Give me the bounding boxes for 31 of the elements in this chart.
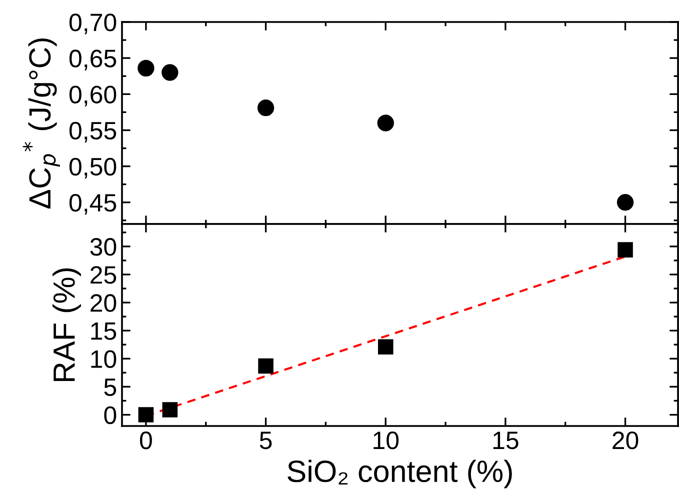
point — [138, 407, 154, 422]
y-tick-label: 5 — [104, 378, 116, 396]
x-tick-label: 20 — [612, 432, 638, 450]
x-tick-label: 15 — [493, 432, 518, 450]
y-tick-label: 0,50 — [69, 158, 116, 179]
y-tick-label: 15 — [91, 322, 116, 340]
y-axis-title: ΔC$_{p}$$^{*}$ (J/g°C) — [22, 38, 60, 209]
x-tick-label: 5 — [260, 432, 272, 450]
y-tick-label: 0 — [104, 406, 116, 424]
point — [162, 64, 178, 81]
y-tick-label: 0,60 — [69, 86, 116, 106]
point — [618, 242, 633, 258]
point — [378, 339, 394, 355]
y-tick-label: 25 — [90, 266, 116, 284]
point — [162, 402, 178, 418]
point — [257, 100, 274, 116]
x-tick-label: 0 — [140, 432, 152, 450]
y-tick-label: 0,70 — [69, 14, 116, 34]
y-tick-label: 0,55 — [69, 122, 116, 142]
y-tick-label: 0,65 — [69, 50, 116, 70]
y-axis-title: RAF (%) — [52, 268, 81, 382]
point — [616, 194, 634, 211]
y-tick-label: 30 — [90, 238, 116, 256]
point — [258, 358, 274, 374]
y-tick-label: 0,45 — [69, 194, 116, 215]
x-tick-label: 10 — [374, 432, 399, 450]
y-tick-label: 10 — [91, 350, 116, 368]
x-axis-title: SiO₂ content (%) — [288, 460, 512, 488]
point — [377, 114, 394, 132]
y-tick-label: 20 — [90, 294, 116, 312]
point — [138, 60, 154, 77]
